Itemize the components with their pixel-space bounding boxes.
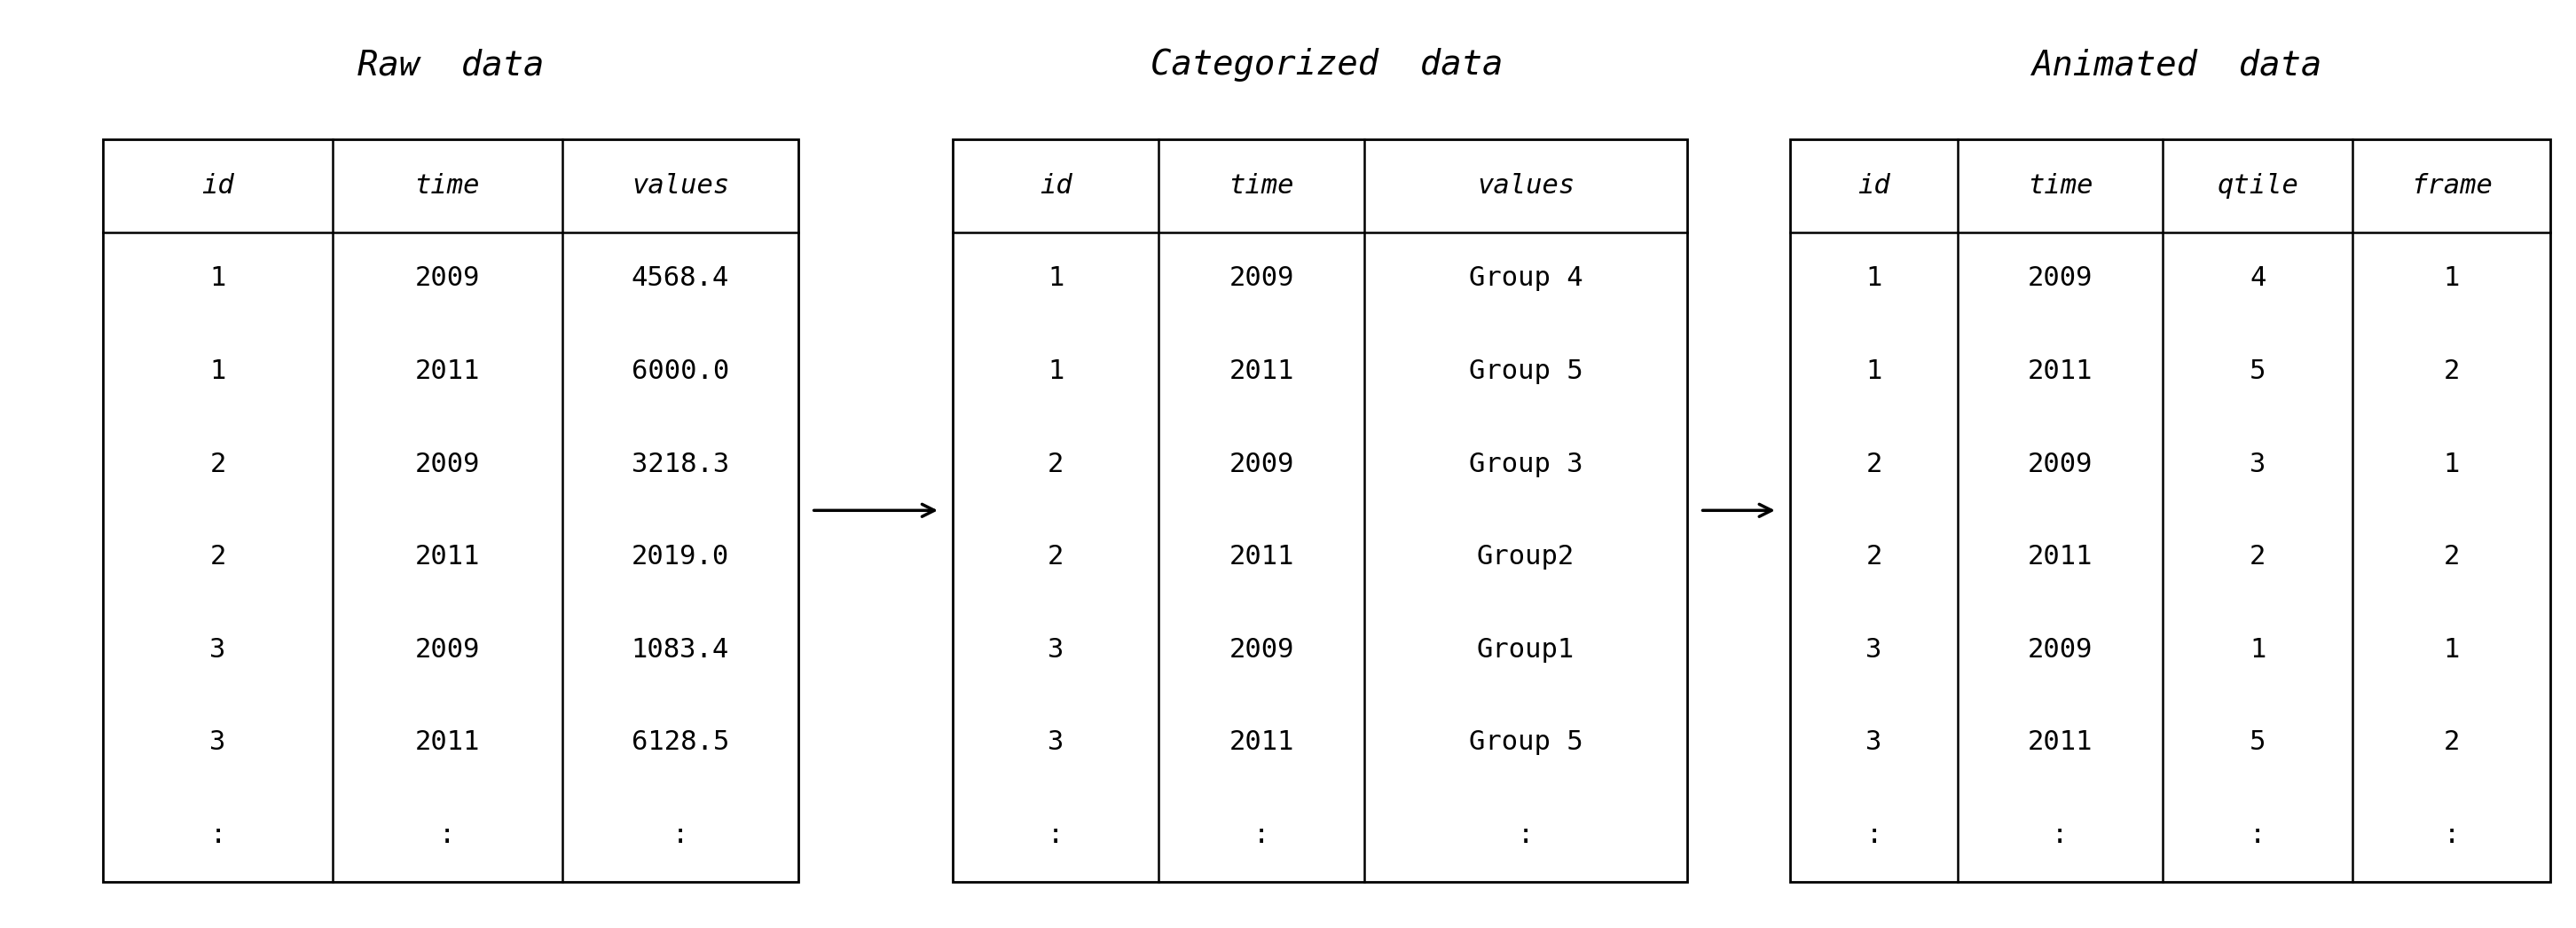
Text: :: : (438, 822, 456, 848)
Text: 1: 1 (1865, 265, 1883, 291)
Text: 1: 1 (2442, 451, 2460, 477)
Text: Categorized  data: Categorized data (1151, 48, 1502, 82)
Text: Group 5: Group 5 (1468, 729, 1582, 755)
Text: :: : (2442, 822, 2460, 848)
Text: 2: 2 (1048, 451, 1064, 477)
Text: 1: 1 (1865, 358, 1883, 384)
Text: Group 4: Group 4 (1468, 265, 1582, 291)
Text: 2011: 2011 (1229, 544, 1293, 570)
Text: 1: 1 (1048, 358, 1064, 384)
Text: id: id (201, 173, 234, 199)
Text: values: values (631, 173, 729, 199)
Text: 3: 3 (1048, 729, 1064, 755)
Text: 1: 1 (1048, 265, 1064, 291)
Text: 2011: 2011 (1229, 729, 1293, 755)
Text: 6000.0: 6000.0 (631, 358, 729, 384)
Text: 3: 3 (2249, 451, 2267, 477)
Text: 3: 3 (1865, 729, 1883, 755)
Text: 3218.3: 3218.3 (631, 451, 729, 477)
Text: 5: 5 (2249, 358, 2267, 384)
Text: id: id (1041, 173, 1072, 199)
Text: 2009: 2009 (2027, 451, 2092, 477)
Text: 2009: 2009 (415, 451, 479, 477)
Text: :: : (209, 822, 227, 848)
Text: 2009: 2009 (1229, 637, 1293, 663)
Text: 2: 2 (2442, 729, 2460, 755)
Text: 4568.4: 4568.4 (631, 265, 729, 291)
Text: time: time (1229, 173, 1293, 199)
Text: 2009: 2009 (2027, 637, 2092, 663)
Text: :: : (2053, 822, 2069, 848)
Text: 3: 3 (1865, 637, 1883, 663)
Text: 2011: 2011 (415, 358, 479, 384)
Text: id: id (1857, 173, 1891, 199)
Bar (953, 139, 1687, 882)
Text: Group 3: Group 3 (1468, 451, 1582, 477)
Text: 2: 2 (2442, 358, 2460, 384)
Text: 2: 2 (1865, 544, 1883, 570)
Text: 2: 2 (1865, 451, 1883, 477)
Text: 5: 5 (2249, 729, 2267, 755)
Text: Group1: Group1 (1476, 637, 1574, 663)
Text: 1: 1 (209, 358, 227, 384)
Text: 2011: 2011 (415, 729, 479, 755)
Text: 2009: 2009 (1229, 451, 1293, 477)
Text: Raw  data: Raw data (358, 48, 544, 82)
Text: :: : (672, 822, 688, 848)
Text: 1: 1 (209, 265, 227, 291)
Text: values: values (1476, 173, 1574, 199)
Text: 6128.5: 6128.5 (631, 729, 729, 755)
Text: Group 5: Group 5 (1468, 358, 1582, 384)
Text: 2: 2 (209, 544, 227, 570)
Text: 4: 4 (2249, 265, 2267, 291)
Text: 2009: 2009 (415, 265, 479, 291)
Text: 1083.4: 1083.4 (631, 637, 729, 663)
Text: :: : (2249, 822, 2267, 848)
Text: 2: 2 (2442, 544, 2460, 570)
Text: 1: 1 (2249, 637, 2267, 663)
Text: 2011: 2011 (1229, 358, 1293, 384)
Text: :: : (1517, 822, 1533, 848)
Text: 2: 2 (209, 451, 227, 477)
Text: 3: 3 (209, 729, 227, 755)
Text: :: : (1255, 822, 1270, 848)
Text: 1: 1 (2442, 637, 2460, 663)
Text: 2: 2 (1048, 544, 1064, 570)
Text: frame: frame (2411, 173, 2491, 199)
Text: :: : (1048, 822, 1064, 848)
Text: time: time (2027, 173, 2092, 199)
Text: Group2: Group2 (1476, 544, 1574, 570)
Text: 2011: 2011 (415, 544, 479, 570)
Text: 2011: 2011 (2027, 544, 2092, 570)
Text: 3: 3 (1048, 637, 1064, 663)
Text: 3: 3 (209, 637, 227, 663)
Text: 2: 2 (2249, 544, 2267, 570)
Text: 2011: 2011 (2027, 729, 2092, 755)
Text: 2009: 2009 (1229, 265, 1293, 291)
Text: 2009: 2009 (415, 637, 479, 663)
Text: 1: 1 (2442, 265, 2460, 291)
Text: 2019.0: 2019.0 (631, 544, 729, 570)
Text: :: : (1865, 822, 1883, 848)
Bar (103, 139, 799, 882)
Bar (1790, 139, 2550, 882)
Text: Animated  data: Animated data (2032, 48, 2321, 82)
Text: qtile: qtile (2218, 173, 2298, 199)
Text: 2009: 2009 (2027, 265, 2092, 291)
Text: 2011: 2011 (2027, 358, 2092, 384)
Text: time: time (415, 173, 479, 199)
